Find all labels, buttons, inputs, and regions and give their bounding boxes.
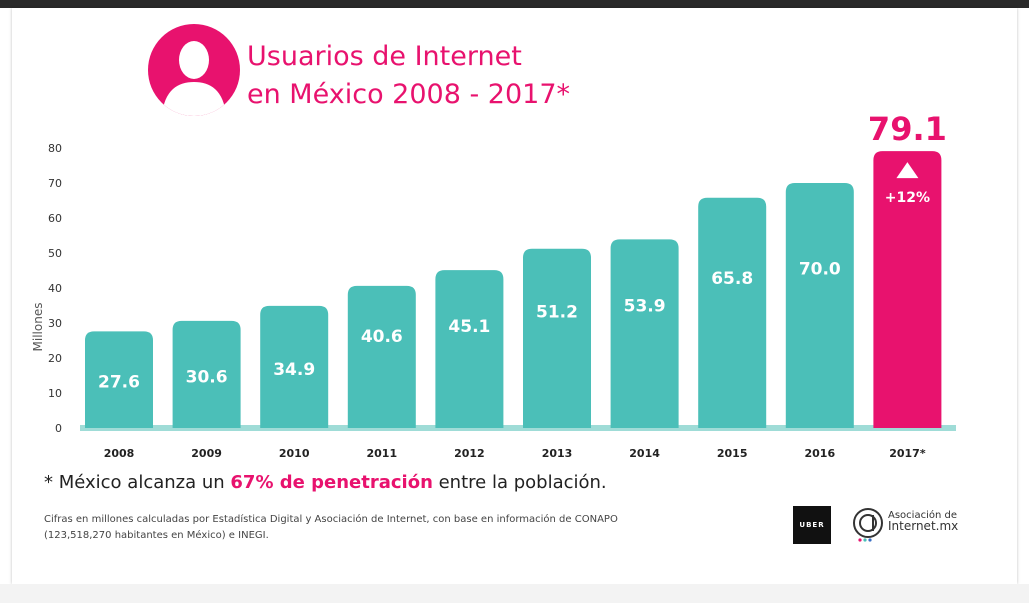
chart-title: Usuarios de Internet en México 2008 - 20…	[247, 38, 570, 114]
y-axis-label: Millones	[31, 303, 45, 352]
uber-logo: UBER	[793, 506, 831, 544]
bottom-strip	[0, 584, 1029, 603]
bar	[785, 183, 854, 428]
bar-value-label: 27.6	[98, 373, 140, 393]
bar-value-label: 30.6	[186, 367, 228, 387]
highlight-change-label: +12%	[885, 190, 930, 206]
increase-arrow-icon	[896, 162, 919, 179]
aimx-line-2: Internet.mx	[888, 519, 959, 533]
asociacion-internet-logo-text: Asociación de Internet.mx	[888, 510, 958, 532]
y-tick-label: 30	[48, 317, 62, 330]
y-tick-label: 60	[48, 212, 62, 225]
bar-value-label: 70.0	[799, 259, 841, 279]
bar	[260, 305, 329, 428]
bar-value-label: 65.8	[711, 269, 753, 289]
asociacion-internet-logo-icon	[853, 508, 883, 542]
y-tick-label: 40	[48, 282, 62, 295]
y-tick-label: 0	[55, 422, 62, 435]
baseline	[80, 425, 956, 431]
bar	[523, 248, 591, 428]
x-tick-label: 2014	[629, 447, 660, 460]
y-tick-label: 80	[48, 142, 62, 155]
source-note: Cifras en millones calculadas por Estadí…	[44, 514, 618, 541]
bar-value-label: 45.1	[448, 317, 490, 337]
y-tick-label: 70	[48, 177, 62, 190]
footnote: * México alcanza un 67% de penetración e…	[44, 472, 607, 493]
title-line-1: Usuarios de Internet	[247, 41, 522, 72]
highlight-value-label: 79.1	[868, 110, 947, 148]
footnote-before: * México alcanza un	[44, 472, 231, 493]
x-tick-label: 2008	[104, 447, 135, 460]
y-tick-label: 50	[48, 247, 62, 260]
x-tick-label: 2015	[717, 447, 748, 460]
bar-highlight	[873, 151, 942, 428]
x-tick-label: 2011	[366, 447, 397, 460]
bar	[610, 239, 679, 428]
bar	[435, 270, 504, 428]
bar	[698, 197, 767, 428]
footnote-after: entre la población.	[432, 472, 607, 493]
x-tick-label: 2013	[542, 447, 573, 460]
bar	[85, 331, 153, 428]
bar-value-label: 40.6	[361, 327, 403, 347]
x-tick-label: 2016	[804, 447, 835, 460]
aimx-line-1: Asociación de	[888, 510, 957, 521]
x-tick-label: 2017*	[889, 447, 926, 460]
bar-value-label: 34.9	[273, 360, 315, 380]
bar	[347, 285, 416, 428]
title-line-2: en México 2008 - 2017*	[247, 79, 570, 110]
x-tick-label: 2010	[279, 447, 310, 460]
x-tick-label: 2012	[454, 447, 485, 460]
x-tick-label: 2009	[191, 447, 222, 460]
y-tick-label: 20	[48, 352, 62, 365]
top-bar	[0, 0, 1029, 8]
bar	[172, 320, 241, 428]
user-avatar-icon	[148, 24, 240, 116]
bar-value-label: 51.2	[536, 303, 578, 323]
bar-value-label: 53.9	[624, 296, 666, 316]
y-tick-label: 10	[48, 387, 62, 400]
footnote-highlight: 67% de penetración	[230, 472, 433, 493]
